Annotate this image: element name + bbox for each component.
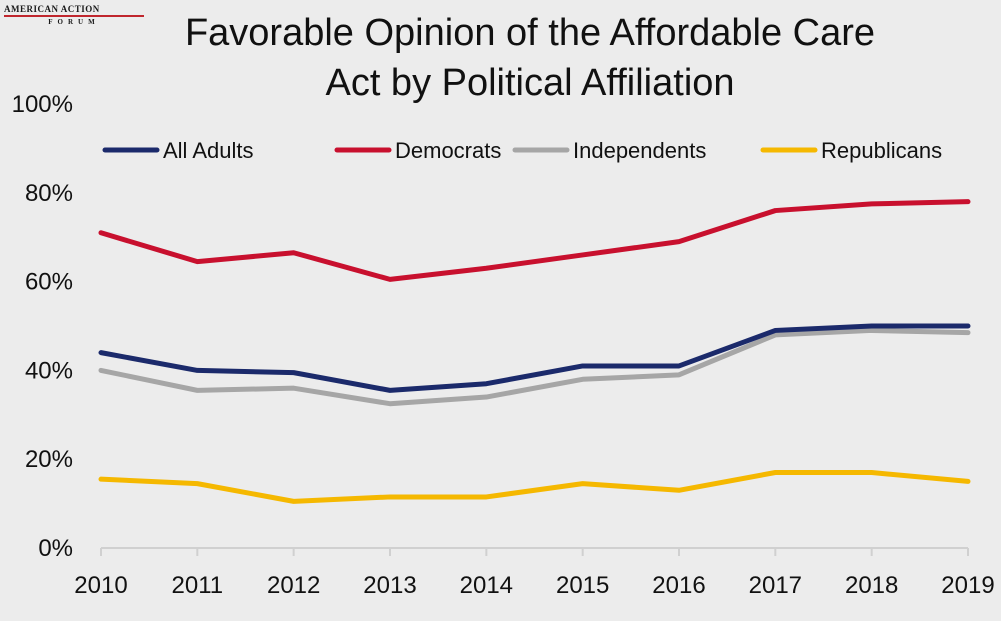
x-tick-label: 2018: [845, 572, 898, 599]
x-tick-label: 2014: [460, 572, 513, 599]
series-line-democrats: [98, 199, 971, 282]
series-line-independents: [98, 327, 971, 407]
x-tick-label: 2012: [267, 572, 320, 599]
logo-text-top: AMERICAN ACTION: [4, 4, 100, 14]
legend-label: Democrats: [395, 138, 501, 163]
logo-text-bottom: FORUM: [48, 18, 100, 26]
legend-label: Republicans: [821, 138, 942, 163]
x-tick-label: 2015: [556, 572, 609, 599]
x-tick-label: 2019: [941, 572, 994, 599]
x-tick-label: 2016: [652, 572, 705, 599]
y-tick-label: 40%: [25, 357, 73, 384]
y-tick-label: 80%: [25, 180, 73, 207]
aaf-logo: AMERICAN ACTION FORUM: [4, 4, 144, 26]
series-line-all-adults: [98, 323, 971, 393]
y-tick-label: 60%: [25, 269, 73, 296]
x-tick-label: 2017: [749, 572, 802, 599]
legend-label: Independents: [573, 138, 706, 163]
x-tick-label: 2011: [172, 572, 224, 599]
y-tick-label: 100%: [12, 91, 73, 118]
chart-title-line2: Act by Political Affiliation: [325, 62, 735, 104]
y-tick-label: 20%: [25, 446, 73, 473]
legend-label: All Adults: [163, 138, 254, 163]
chart-title-line1: Favorable Opinion of the Affordable Care: [184, 12, 876, 54]
series-line-republicans: [98, 470, 971, 504]
x-tick-label: 2013: [363, 572, 416, 599]
logo-rule: [4, 15, 144, 17]
x-tick-label: 2010: [74, 572, 127, 599]
y-tick-label: 0%: [38, 535, 73, 562]
chart-title: Favorable Opinion of the Affordable Care…: [120, 8, 940, 108]
